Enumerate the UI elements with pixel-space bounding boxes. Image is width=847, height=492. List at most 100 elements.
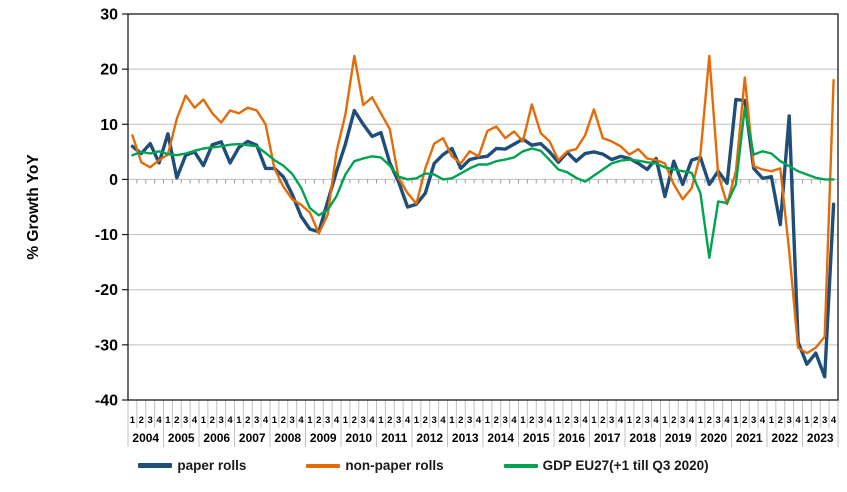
- x-quarter-label: 4: [334, 415, 340, 426]
- y-tick-label--40: -40: [95, 393, 118, 410]
- x-quarter-label: 2: [316, 415, 321, 426]
- legend-label-paper-rolls: paper rolls: [177, 458, 247, 473]
- x-quarter-label: 3: [432, 415, 437, 426]
- x-quarter-label: 2: [671, 415, 676, 426]
- x-quarter-label: 1: [272, 415, 278, 426]
- x-quarter-label: 3: [325, 415, 330, 426]
- x-quarter-label: 2: [494, 415, 499, 426]
- y-tick-label--10: -10: [95, 227, 118, 244]
- x-quarter-label: 3: [751, 415, 756, 426]
- x-quarter-label: 4: [511, 415, 517, 426]
- x-year-label-2010: 2010: [345, 431, 372, 445]
- non-paper-rolls-line-swatch: [306, 463, 341, 468]
- x-quarter-label: 4: [689, 415, 695, 426]
- x-quarter-label: 1: [236, 415, 242, 426]
- gdp-eu27-line-swatch: [503, 463, 538, 468]
- x-quarter-label: 3: [716, 415, 721, 426]
- x-quarter-label: 1: [591, 415, 597, 426]
- x-quarter-label: 2: [210, 415, 215, 426]
- x-quarter-label: 3: [822, 415, 827, 426]
- x-year-label-2004: 2004: [132, 431, 159, 445]
- x-quarter-label: 4: [263, 415, 269, 426]
- x-quarter-label: 3: [538, 415, 543, 426]
- x-quarter-label: 3: [467, 415, 472, 426]
- x-quarter-label: 2: [423, 415, 428, 426]
- x-quarter-label: 1: [627, 415, 633, 426]
- x-quarter-label: 2: [600, 415, 605, 426]
- x-quarter-label: 1: [520, 415, 526, 426]
- x-quarter-label: 3: [787, 415, 792, 426]
- x-quarter-label: 3: [396, 415, 401, 426]
- x-year-label-2008: 2008: [274, 431, 301, 445]
- paper-rolls-line: [130, 97, 836, 379]
- x-quarter-label: 1: [485, 415, 491, 426]
- x-quarter-label: 3: [574, 415, 579, 426]
- x-year-label-2022: 2022: [771, 431, 798, 445]
- x-quarter-label: 3: [183, 415, 188, 426]
- x-quarter-label: 1: [343, 415, 349, 426]
- x-quarter-label: 4: [440, 415, 446, 426]
- x-quarter-label: 2: [778, 415, 783, 426]
- x-quarter-label: 4: [795, 415, 801, 426]
- x-year-label-2006: 2006: [203, 431, 230, 445]
- x-quarter-label: 4: [547, 415, 553, 426]
- x-quarter-label: 1: [733, 415, 739, 426]
- y-tick-label-20: 20: [100, 62, 118, 79]
- x-year-label-2015: 2015: [523, 431, 550, 445]
- x-quarter-label: 4: [405, 415, 411, 426]
- x-quarter-label: 1: [307, 415, 313, 426]
- x-quarter-label: 2: [387, 415, 392, 426]
- x-year-label-2020: 2020: [700, 431, 727, 445]
- legend-label-non-paper-rolls: non-paper rolls: [345, 458, 444, 473]
- y-tick-label-30: 30: [100, 7, 118, 24]
- legend-label-gdp-eu27: GDP EU27(+1 till Q3 2020): [542, 458, 709, 473]
- y-tick-label--30: -30: [95, 337, 118, 354]
- x-year-label-2005: 2005: [168, 431, 195, 445]
- x-quarter-label: 4: [582, 415, 588, 426]
- x-year-label-2017: 2017: [594, 431, 621, 445]
- x-year-label-2013: 2013: [452, 431, 479, 445]
- x-quarter-label: 2: [636, 415, 641, 426]
- x-quarter-label: 1: [130, 415, 136, 426]
- x-quarter-label: 3: [609, 415, 614, 426]
- x-quarter-label: 1: [414, 415, 420, 426]
- plot-border: [127, 13, 839, 401]
- x-quarter-label: 2: [174, 415, 179, 426]
- x-quarter-label: 1: [662, 415, 668, 426]
- x-quarter-label: 1: [804, 415, 810, 426]
- non-paper-rolls-line: [131, 54, 835, 355]
- x-year-label-2023: 2023: [807, 431, 834, 445]
- gdp-eu27-line: [131, 106, 835, 259]
- x-quarter-label: 3: [254, 415, 259, 426]
- x-quarter-label: 1: [556, 415, 562, 426]
- x-quarter-label: 4: [618, 415, 624, 426]
- x-quarter-label: 4: [156, 415, 162, 426]
- x-quarter-label: 3: [219, 415, 224, 426]
- x-quarter-label: 4: [653, 415, 659, 426]
- x-quarter-label: 4: [831, 415, 837, 426]
- y-tick-label-0: 0: [109, 172, 118, 189]
- x-quarter-label: 4: [227, 415, 233, 426]
- x-quarter-label: 2: [352, 415, 357, 426]
- x-quarter-label: 1: [165, 415, 171, 426]
- y-axis-title: % Growth YoY: [25, 154, 42, 260]
- legend-item-paper-rolls: paper rolls: [138, 458, 246, 473]
- x-year-label-2012: 2012: [416, 431, 443, 445]
- x-year-label-2014: 2014: [487, 431, 514, 445]
- x-quarter-label: 3: [503, 415, 508, 426]
- x-quarter-label: 4: [298, 415, 304, 426]
- x-quarter-label: 3: [645, 415, 650, 426]
- x-quarter-label: 1: [201, 415, 207, 426]
- legend-item-non-paper-rolls: non-paper rolls: [306, 458, 444, 473]
- x-quarter-label: 4: [760, 415, 766, 426]
- legend-item-gdp-eu27: GDP EU27(+1 till Q3 2020): [503, 458, 709, 473]
- chart-legend: paper rolls non-paper rolls GDP EU27(+1 …: [0, 458, 847, 473]
- x-quarter-label: 4: [724, 415, 730, 426]
- x-quarter-label: 2: [458, 415, 463, 426]
- x-quarter-label: 1: [769, 415, 775, 426]
- paper-rolls-line-swatch: [138, 463, 173, 468]
- x-quarter-label: 2: [245, 415, 250, 426]
- x-year-label-2019: 2019: [665, 431, 692, 445]
